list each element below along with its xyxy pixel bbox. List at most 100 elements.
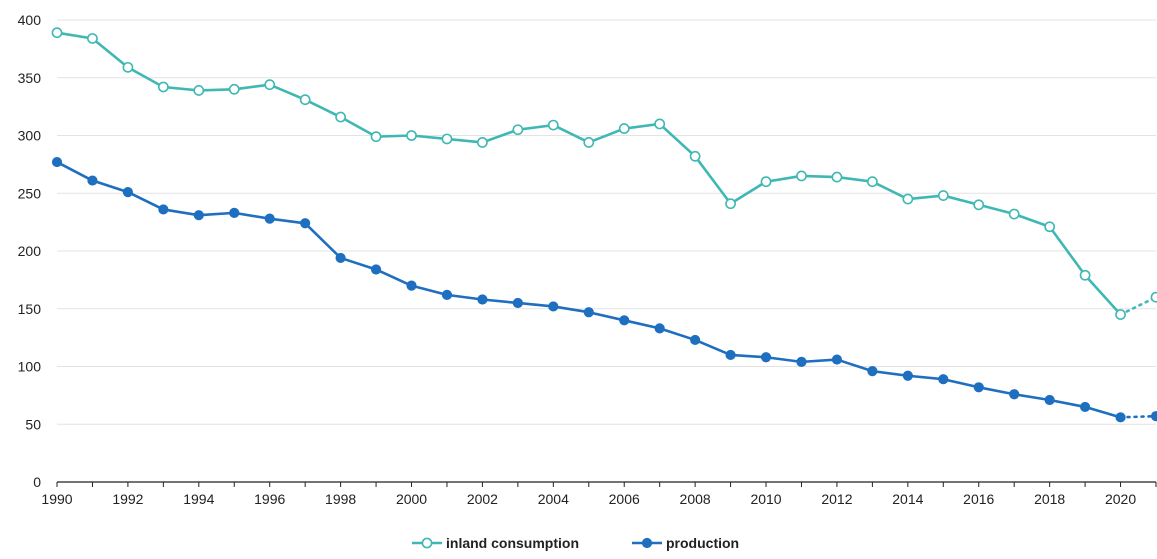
data-point[interactable]: [1079, 401, 1091, 413]
data-point[interactable]: [725, 198, 736, 210]
y-tick-label: 100: [18, 359, 42, 375]
data-point[interactable]: [1079, 269, 1091, 281]
data-point[interactable]: [441, 289, 453, 300]
data-point[interactable]: [477, 137, 488, 148]
data-point[interactable]: [406, 280, 417, 291]
data-point[interactable]: [654, 323, 665, 334]
x-tick-label: 2014: [892, 491, 923, 507]
data-point[interactable]: [902, 370, 913, 381]
x-tick-label: 2012: [821, 491, 852, 507]
series-production: [51, 156, 1157, 423]
legend-item-production[interactable]: production: [632, 535, 739, 551]
data-point[interactable]: [973, 382, 984, 393]
data-point[interactable]: [583, 137, 595, 148]
y-tick-label: 150: [18, 301, 42, 317]
series-layer: [51, 27, 1157, 423]
data-point[interactable]: [87, 33, 98, 44]
y-tick-label: 200: [18, 243, 42, 259]
data-point[interactable]: [1009, 389, 1020, 400]
data-point[interactable]: [583, 307, 594, 318]
data-point[interactable]: [335, 111, 347, 123]
data-point[interactable]: [690, 334, 701, 346]
y-tick-label: 400: [18, 12, 42, 28]
data-point[interactable]: [831, 171, 843, 183]
data-point[interactable]: [547, 119, 559, 131]
data-point[interactable]: [973, 199, 985, 211]
data-point[interactable]: [157, 81, 169, 93]
data-point[interactable]: [51, 27, 63, 39]
x-tick-label: 2018: [1034, 491, 1065, 507]
data-point[interactable]: [264, 79, 276, 91]
data-point[interactable]: [229, 207, 240, 218]
data-point[interactable]: [902, 193, 914, 205]
data-point[interactable]: [548, 301, 559, 312]
data-point[interactable]: [1115, 309, 1126, 320]
y-tick-label: 350: [18, 70, 42, 86]
data-point[interactable]: [725, 349, 736, 361]
data-point[interactable]: [796, 170, 807, 182]
data-point[interactable]: [1150, 411, 1157, 422]
data-point[interactable]: [1044, 394, 1055, 406]
x-tick-label: 2004: [538, 491, 569, 507]
data-point[interactable]: [441, 133, 453, 145]
x-tick-label: 1992: [112, 491, 143, 507]
data-point[interactable]: [193, 210, 204, 221]
x-tick-label: 1996: [254, 491, 285, 507]
x-tick-label: 2002: [467, 491, 498, 507]
data-point[interactable]: [512, 297, 523, 309]
data-point[interactable]: [1044, 221, 1056, 233]
legend-item-inland-consumption[interactable]: inland consumption: [412, 535, 579, 551]
y-tick-label: 250: [18, 185, 42, 201]
data-point[interactable]: [228, 83, 240, 95]
y-tick-label: 0: [33, 474, 41, 490]
data-point[interactable]: [122, 186, 134, 198]
data-point[interactable]: [87, 175, 98, 186]
y-tick-label: 50: [25, 416, 41, 432]
data-point[interactable]: [1115, 412, 1126, 423]
data-point[interactable]: [1008, 208, 1020, 220]
data-point[interactable]: [299, 94, 311, 106]
data-point[interactable]: [477, 294, 488, 305]
data-point[interactable]: [796, 356, 807, 367]
legend[interactable]: inland consumption production: [412, 535, 739, 551]
data-point[interactable]: [122, 61, 134, 73]
gridlines: [57, 19, 1156, 425]
data-point[interactable]: [618, 123, 630, 134]
data-point[interactable]: [51, 156, 63, 168]
data-point[interactable]: [654, 118, 666, 130]
data-point[interactable]: [938, 374, 949, 385]
data-point[interactable]: [158, 204, 169, 215]
data-point[interactable]: [867, 366, 878, 377]
data-point[interactable]: [760, 176, 772, 188]
data-point[interactable]: [300, 218, 311, 229]
data-point[interactable]: [760, 352, 772, 363]
data-point[interactable]: [866, 176, 878, 188]
legend-marker: [421, 537, 433, 549]
x-tick-label: 1990: [41, 491, 72, 507]
data-point[interactable]: [1150, 291, 1157, 303]
x-tick-label: 2008: [680, 491, 711, 507]
data-point[interactable]: [370, 131, 382, 143]
data-point[interactable]: [831, 354, 843, 365]
data-point[interactable]: [335, 252, 346, 264]
data-point[interactable]: [689, 150, 701, 162]
x-tick-label: 2010: [750, 491, 781, 507]
x-tick-label: 1998: [325, 491, 356, 507]
data-point[interactable]: [193, 85, 205, 96]
series-line-estimate: [1119, 414, 1157, 419]
data-point[interactable]: [619, 315, 630, 326]
data-point[interactable]: [264, 213, 275, 224]
data-point[interactable]: [370, 264, 382, 275]
series-line-estimate: [1119, 295, 1157, 316]
x-tick-label: 2006: [609, 491, 640, 507]
y-tick-label: 300: [18, 128, 42, 144]
y-axis: 0 50 100 150 200 250 300 350 400: [18, 12, 42, 490]
x-tick-label: 2000: [396, 491, 427, 507]
data-point[interactable]: [937, 190, 949, 201]
x-tick-label: 1994: [183, 491, 214, 507]
data-point[interactable]: [406, 130, 417, 141]
data-point[interactable]: [512, 124, 524, 136]
series-line: [56, 31, 1122, 316]
